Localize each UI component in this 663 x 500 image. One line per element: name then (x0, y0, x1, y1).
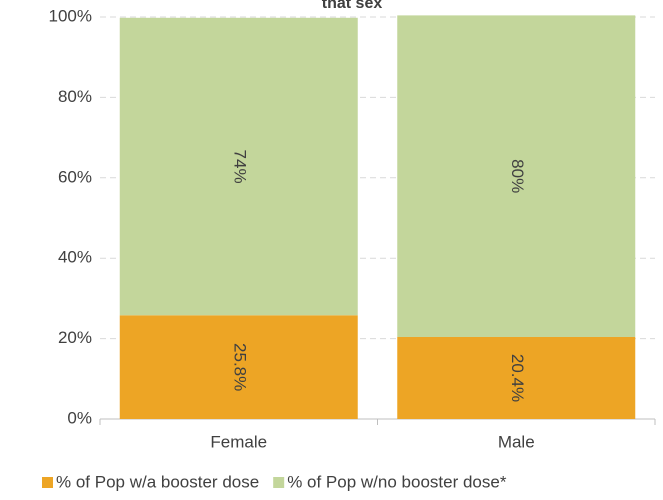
legend-label: % of Pop w/a booster dose (56, 472, 259, 491)
data-label: 80% (508, 159, 527, 193)
bar-segment (119, 17, 358, 316)
chart-title: that sex (322, 0, 383, 12)
x-tick-label: Male (498, 432, 535, 451)
y-tick-label: 100% (49, 6, 92, 25)
legend-label: % of Pop w/no booster dose* (287, 472, 507, 491)
data-label: 74% (230, 150, 249, 184)
y-tick-label: 20% (58, 328, 92, 347)
bar-segment (397, 15, 636, 337)
y-tick-label: 40% (58, 248, 92, 267)
legend-swatch (273, 477, 285, 488)
legend-swatch (42, 477, 53, 488)
x-tick-label: Female (210, 432, 267, 451)
y-tick-label: 0% (67, 408, 92, 427)
y-tick-label: 80% (58, 87, 92, 106)
data-label: 25.8% (230, 343, 249, 391)
bar-segment (119, 315, 358, 419)
bar-segment (397, 336, 636, 419)
y-tick-label: 60% (58, 167, 92, 186)
data-label: 20.4% (508, 354, 527, 402)
